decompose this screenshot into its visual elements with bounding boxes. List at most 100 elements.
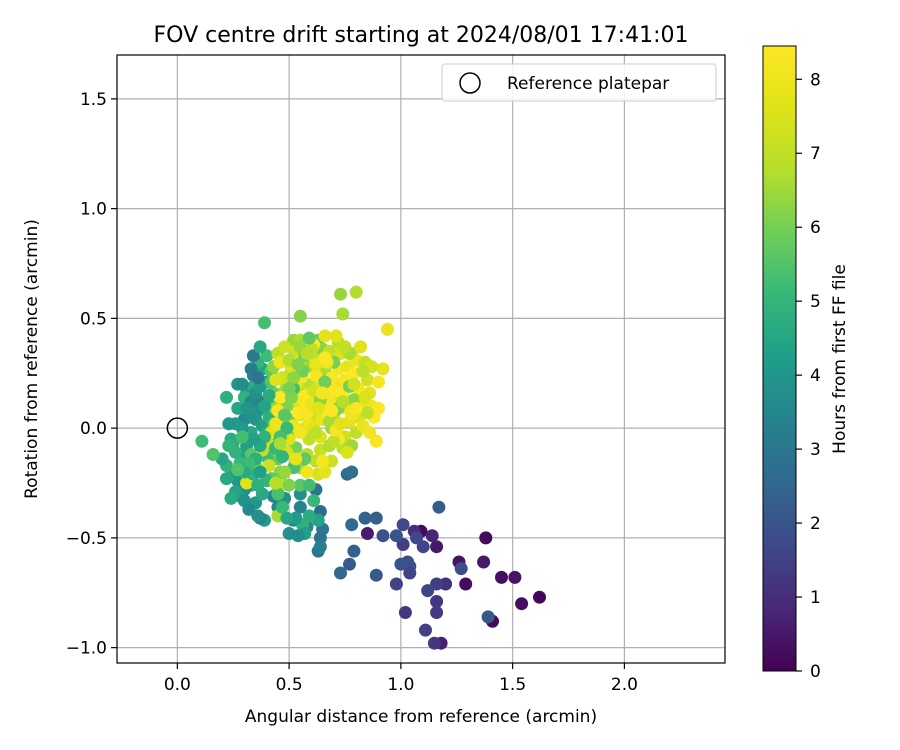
x-tick-label: 1.0 [387, 675, 414, 695]
scatter-point [327, 384, 341, 398]
scatter-point [240, 401, 254, 415]
scatter-point [253, 340, 267, 354]
scatter-point [343, 557, 356, 571]
scatter-point [396, 518, 410, 532]
scatter-point [222, 439, 236, 453]
scatter-point [220, 390, 233, 404]
scatter-point [262, 388, 276, 402]
scatter-point [275, 500, 289, 514]
scatter-point [477, 555, 491, 569]
scatter-point [349, 285, 363, 299]
scatter-point [398, 606, 412, 619]
legend: Reference platepar [441, 63, 717, 102]
x-axis-label: Angular distance from reference (arcmin) [245, 707, 597, 727]
scatter-point [271, 487, 285, 501]
scatter-point [282, 382, 296, 396]
scatter-point [369, 511, 383, 525]
scatter-point [318, 351, 332, 365]
colorbar-tick-label: 0 [810, 662, 821, 682]
colorbar-gradient [762, 45, 797, 672]
scatter-point [291, 406, 305, 420]
colorbar-tick-label: 1 [810, 588, 821, 608]
scatter-point [419, 623, 432, 637]
colorbar: 0 1 2 3 4 5 6 7 8 Hours from first FF file [762, 45, 850, 682]
scatter-point [459, 577, 473, 591]
colorbar-tick-label: 2 [810, 514, 821, 534]
scatter-point [300, 347, 314, 360]
scatter-point [258, 316, 271, 330]
scatter-point [481, 610, 495, 624]
scatter-point [508, 570, 522, 584]
scatter-point [347, 377, 361, 391]
scatter-point [302, 331, 316, 345]
scatter-point [246, 432, 260, 446]
scatter-point [325, 454, 339, 468]
scatter-point [389, 577, 403, 591]
scatter-point [430, 577, 444, 591]
scatter-point [354, 340, 368, 354]
scatter-point [278, 408, 292, 422]
scatter-point [260, 349, 274, 363]
scatter-point [349, 401, 363, 415]
colorbar-tick-label: 4 [810, 366, 821, 386]
scatter-point [381, 322, 394, 336]
scatter-point [389, 529, 403, 543]
scatter-point [293, 309, 307, 323]
scatter-point [410, 531, 423, 545]
scatter-point [235, 430, 249, 444]
scatter-point [242, 502, 256, 516]
scatter-point [430, 595, 444, 608]
scatter-point [224, 491, 238, 505]
y-axis-label: Rotation from reference (arcmin) [22, 219, 42, 499]
scatter-point [278, 465, 292, 479]
scatter-point [376, 529, 390, 543]
scatter-point [293, 500, 307, 514]
scatter-point [360, 527, 374, 540]
scatter-point [336, 307, 350, 321]
scatter-point [336, 395, 350, 409]
reference-marker-group [166, 417, 189, 439]
legend-open-circle-icon [459, 72, 481, 94]
scatter-point [231, 463, 245, 477]
scatter-point [258, 399, 271, 413]
scatter-point [318, 465, 332, 479]
scatter-point [340, 445, 354, 459]
scatter-point [302, 509, 316, 523]
colorbar-tick-label: 7 [810, 144, 821, 164]
scatter-point [327, 434, 341, 448]
x-tick-label: 0.0 [164, 675, 191, 695]
legend-label-reference: Reference platepar [507, 74, 669, 94]
x-tick-label: 0.5 [276, 675, 303, 695]
scatter-point [251, 478, 265, 492]
scatter-point [289, 511, 303, 525]
scatter-point [396, 538, 410, 551]
scatter-point [195, 434, 209, 448]
scatter-point [430, 540, 444, 554]
scatter-point [309, 426, 323, 439]
scatter-point [300, 465, 314, 479]
plot-frame [116, 54, 726, 664]
scatter-point [262, 459, 276, 472]
scatter-point [273, 437, 287, 450]
scatter-point [425, 529, 439, 543]
scatter-point [269, 476, 283, 490]
scatter-point [278, 340, 292, 354]
scatter-point [358, 511, 372, 525]
scatter-point [222, 417, 236, 431]
scatter-point [291, 358, 305, 371]
legend-box [441, 63, 717, 102]
scatter-point [293, 426, 307, 439]
y-tick-label: 0.0 [80, 419, 107, 439]
scatter-point [479, 531, 493, 545]
scatter-point [309, 369, 323, 382]
scatter-point [360, 406, 374, 420]
scatter-point [334, 417, 347, 431]
scatter-point [454, 562, 468, 576]
scatter-point [293, 478, 307, 492]
scatter-point [403, 566, 417, 580]
scatter-point [372, 401, 385, 415]
scatter-point [269, 417, 283, 431]
chart-title: FOV centre drift starting at 2024/08/01 … [154, 23, 689, 48]
scatter-point [372, 375, 385, 389]
